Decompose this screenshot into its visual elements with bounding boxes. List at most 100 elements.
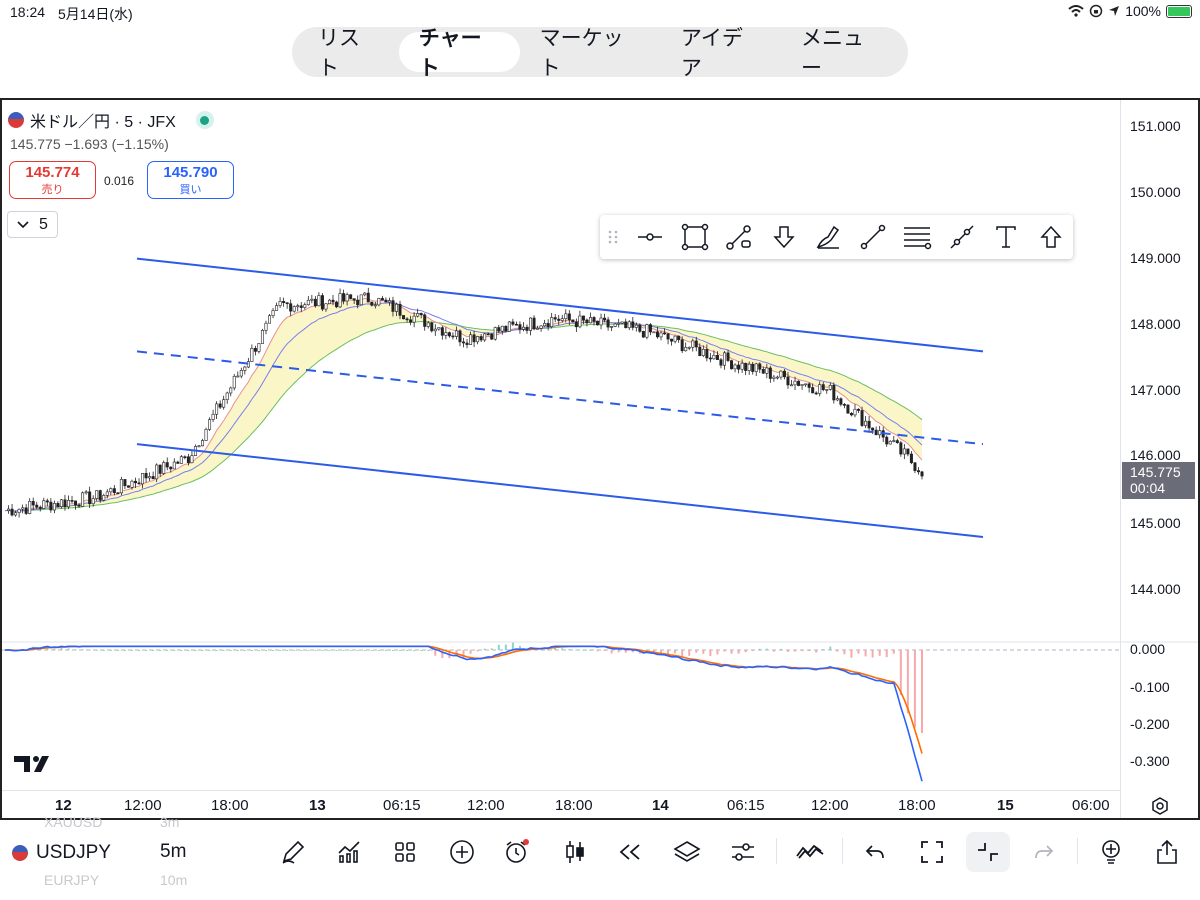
symbol-picker[interactable]: USDJPY bbox=[12, 842, 111, 864]
macd-label: -0.200 bbox=[1130, 716, 1170, 732]
candle-body bbox=[864, 420, 868, 426]
macd-histogram-bar bbox=[885, 650, 888, 658]
candle-body bbox=[835, 398, 839, 401]
candle-body bbox=[613, 323, 617, 327]
macd-histogram-bar bbox=[399, 650, 402, 651]
status-time: 18:24 bbox=[10, 4, 46, 20]
undo-icon[interactable] bbox=[853, 832, 897, 872]
candle-body bbox=[754, 363, 758, 372]
layout-icon[interactable] bbox=[383, 832, 427, 872]
candle-body bbox=[588, 317, 592, 324]
candle-body bbox=[250, 348, 254, 362]
candle-body bbox=[324, 303, 328, 310]
sell-button[interactable]: 145.774 売り bbox=[9, 161, 96, 199]
candle-body bbox=[42, 500, 46, 509]
redo-icon[interactable] bbox=[1022, 832, 1066, 872]
candle-body bbox=[201, 440, 205, 447]
candle-body bbox=[620, 321, 624, 324]
candle-body bbox=[797, 380, 801, 386]
exit-fullscreen-icon[interactable] bbox=[966, 832, 1010, 872]
arrow-down-icon[interactable] bbox=[762, 215, 807, 259]
candle-body bbox=[645, 324, 649, 338]
top-nav: リスト チャート マーケット アイデア メニュー bbox=[292, 27, 908, 80]
candle-body bbox=[574, 321, 578, 328]
macd-histogram-bar bbox=[582, 649, 585, 651]
macd-histogram-bar bbox=[173, 649, 176, 651]
candle-body bbox=[95, 490, 99, 499]
candle-body bbox=[652, 331, 656, 334]
chart-settings-icon[interactable] bbox=[721, 832, 765, 872]
macd-histogram-bar bbox=[850, 650, 853, 658]
candle-body bbox=[186, 456, 190, 464]
fullscreen-icon[interactable] bbox=[910, 832, 954, 872]
candle-body bbox=[585, 319, 589, 324]
trend-line-icon[interactable] bbox=[851, 215, 896, 259]
time-label: 12:00 bbox=[467, 797, 505, 814]
macd-histogram-bar bbox=[384, 650, 387, 651]
buy-button[interactable]: 145.790 買い bbox=[147, 161, 234, 199]
candle-body bbox=[211, 413, 215, 420]
share-icon[interactable] bbox=[1145, 832, 1189, 872]
candle-body bbox=[391, 300, 395, 312]
macd-histogram-bar bbox=[815, 650, 818, 653]
candle-body bbox=[447, 332, 451, 337]
settings-icon[interactable] bbox=[1150, 796, 1170, 816]
price-scale[interactable] bbox=[1120, 100, 1198, 818]
path-icon[interactable] bbox=[717, 215, 762, 259]
macd-histogram-bar bbox=[723, 650, 726, 652]
arrow-up-icon[interactable] bbox=[1029, 215, 1074, 259]
candle-body bbox=[98, 490, 102, 501]
lock-rotation-icon bbox=[1089, 4, 1103, 18]
candle-body bbox=[289, 303, 293, 312]
candle-body bbox=[821, 384, 825, 391]
candle-body bbox=[581, 315, 585, 321]
tab-chart[interactable]: チャート bbox=[398, 27, 520, 80]
ideas-bulb-icon[interactable] bbox=[1089, 832, 1133, 872]
symbol-legend[interactable]: 米ドル／円 · 5 · JFX bbox=[8, 108, 214, 132]
time-axis[interactable] bbox=[2, 790, 1120, 818]
macd-histogram-bar bbox=[603, 650, 606, 651]
price-label: 147.000 bbox=[1130, 382, 1181, 398]
macd-histogram-bar bbox=[518, 645, 521, 650]
rectangle-icon[interactable] bbox=[673, 215, 718, 259]
replay-icon[interactable] bbox=[608, 832, 652, 872]
drag-handle-icon[interactable] bbox=[606, 227, 620, 247]
candle-body bbox=[105, 491, 109, 496]
candle-body bbox=[804, 383, 808, 386]
candle-body bbox=[285, 302, 289, 304]
macd-histogram-bar bbox=[427, 650, 430, 651]
candle-body bbox=[758, 363, 762, 370]
macd-histogram-bar bbox=[363, 650, 366, 651]
macd-histogram-bar bbox=[497, 644, 500, 650]
candle-body bbox=[384, 299, 388, 303]
candle-body bbox=[31, 501, 35, 506]
fib-levels-icon[interactable] bbox=[895, 215, 940, 259]
alert-clock-icon[interactable] bbox=[495, 832, 539, 872]
compare-icon[interactable] bbox=[788, 832, 832, 872]
candles-icon[interactable] bbox=[553, 832, 597, 872]
time-label: 06:15 bbox=[383, 797, 421, 814]
indicators-icon[interactable] bbox=[327, 832, 371, 872]
interval-toggle[interactable]: 5 bbox=[7, 211, 58, 238]
layers-icon[interactable] bbox=[665, 832, 709, 872]
macd-histogram-bar bbox=[187, 650, 190, 651]
sell-label: 売り bbox=[41, 184, 64, 196]
candle-body bbox=[666, 333, 670, 340]
timeframe-picker[interactable]: 5m bbox=[160, 841, 187, 862]
add-icon[interactable] bbox=[440, 832, 484, 872]
candle-body bbox=[366, 292, 370, 303]
candle-body bbox=[596, 320, 600, 326]
macd-histogram-bar bbox=[476, 650, 479, 652]
text-icon[interactable] bbox=[984, 215, 1029, 259]
candle-body bbox=[359, 294, 363, 306]
horizontal-line-icon[interactable] bbox=[628, 215, 673, 259]
brush-icon[interactable] bbox=[806, 215, 851, 259]
candle-body bbox=[296, 305, 300, 308]
candle-body bbox=[529, 317, 533, 331]
candle-body bbox=[782, 370, 786, 378]
candle-body bbox=[892, 440, 896, 442]
chart-frame[interactable] bbox=[0, 98, 1200, 820]
pen-icon[interactable] bbox=[271, 832, 315, 872]
ray-icon[interactable] bbox=[940, 215, 985, 259]
